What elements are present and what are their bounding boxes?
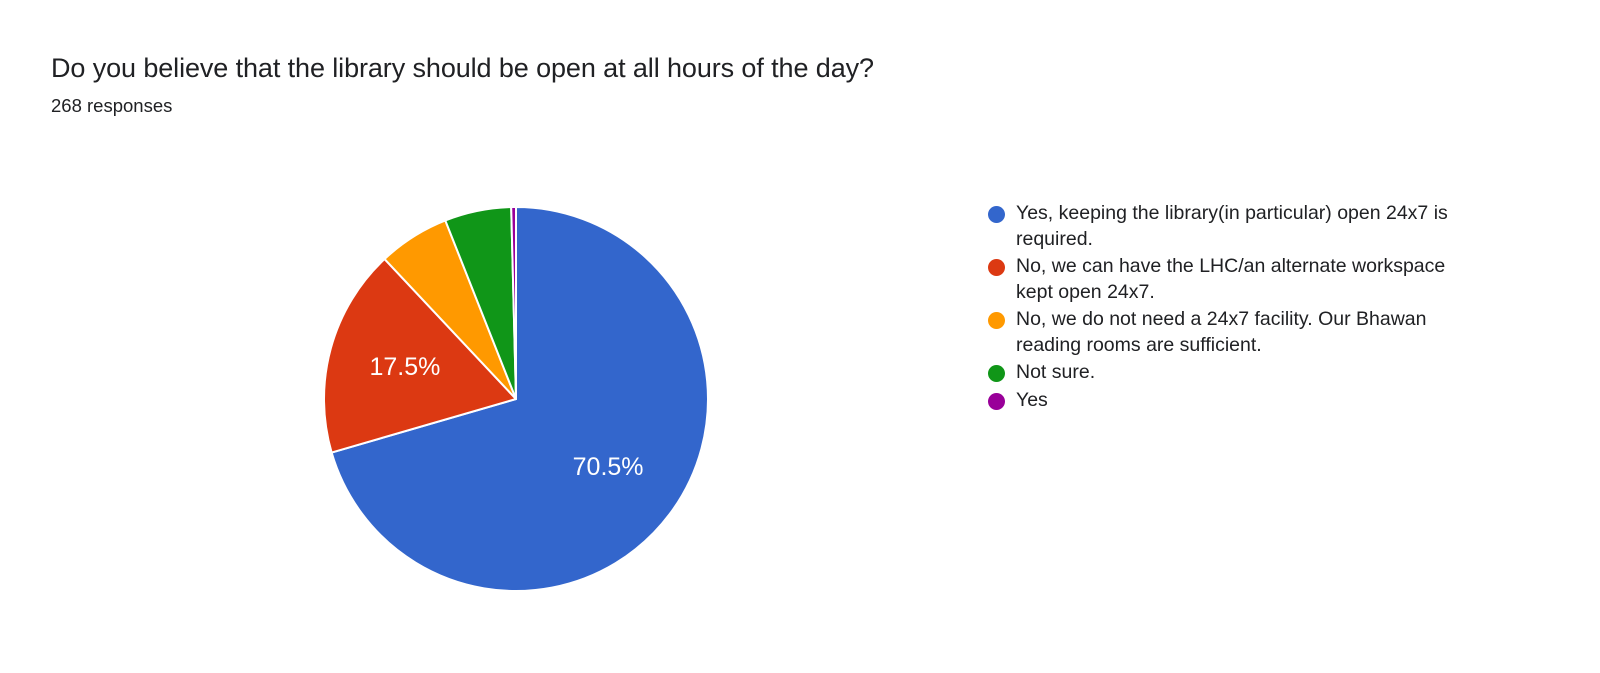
legend-item-label: Yes, keeping the library(in particular) … xyxy=(1016,202,1448,250)
chart-legend: Yes, keeping the library(in particular) … xyxy=(988,201,1528,415)
legend-item-label: No, we do not need a 24x7 facility. Our … xyxy=(1016,308,1427,356)
pie-chart: 70.5% 17.5% xyxy=(300,182,740,622)
legend-item-label: No, we can have the LHC/an alternate wor… xyxy=(1016,255,1446,303)
legend-item[interactable]: Yes, keeping the library(in particular) … xyxy=(988,201,1528,252)
legend-item[interactable]: No, we do not need a 24x7 facility. Our … xyxy=(988,307,1528,358)
response-count-label: 268 responses xyxy=(51,95,173,116)
pie-slice-label: 70.5% xyxy=(573,453,644,481)
legend-color-swatch xyxy=(988,312,1005,329)
legend-item-label: Yes xyxy=(1016,388,1048,411)
page-title: Do you believe that the library should b… xyxy=(51,53,874,83)
pie-chart-svg: 70.5% 17.5% xyxy=(323,205,709,592)
chart-header: Do you believe that the library should b… xyxy=(51,50,1351,119)
pie-label-group: 70.5% 17.5% xyxy=(369,353,643,481)
legend-item-label: Not sure. xyxy=(1016,361,1096,383)
legend-color-swatch xyxy=(988,392,1005,410)
legend-item[interactable]: Yes xyxy=(988,388,1528,414)
pie-slice-label: 17.5% xyxy=(369,353,440,381)
pie-slice[interactable] xyxy=(510,205,517,400)
chart-body: 70.5% 17.5% Yes, keeping the library(in p… xyxy=(0,168,1600,648)
legend-item[interactable]: No, we can have the LHC/an alternate wor… xyxy=(988,254,1528,305)
pie-slice-group xyxy=(323,205,709,592)
legend-color-swatch xyxy=(988,365,1005,382)
pie-slice[interactable] xyxy=(323,258,517,454)
legend-color-swatch xyxy=(988,259,1005,276)
pie-slice[interactable] xyxy=(330,206,709,592)
legend-item[interactable]: Not sure. xyxy=(988,360,1528,386)
legend-color-swatch xyxy=(988,206,1005,223)
